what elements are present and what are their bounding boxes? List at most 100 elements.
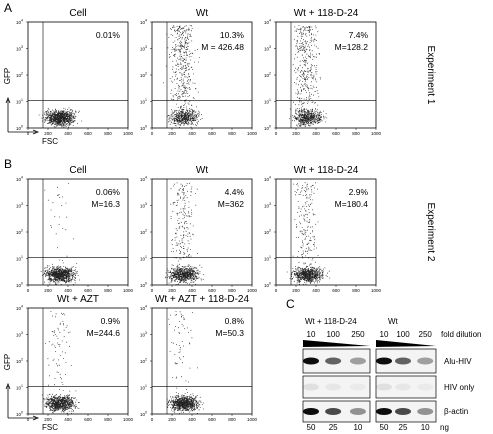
band-label: HIV only: [444, 383, 474, 392]
scatter-dots: [38, 107, 83, 128]
y-tick-label: 10: [140, 333, 146, 338]
y-tick-exp: 3: [21, 45, 23, 49]
row-label: Experiment 2: [425, 203, 436, 262]
y-tick-exp: 0: [21, 282, 23, 286]
plot-stat: 0.8%: [225, 316, 245, 326]
x-tick-label: 1000: [123, 131, 134, 136]
dilution-label: 250: [351, 330, 365, 339]
amount-unit: ng: [440, 423, 449, 432]
x-tick-label: 0: [151, 131, 154, 136]
x-axis-label: FSC: [42, 423, 58, 432]
gel-band: [395, 383, 411, 391]
x-tick-label: 600: [208, 417, 216, 422]
amount-label: 10: [353, 423, 362, 432]
y-tick-label: 10: [140, 100, 146, 105]
gel-group-label: Wt + 118-D-24: [305, 317, 357, 326]
x-tick-label: 200: [44, 131, 52, 136]
gel-band: [417, 357, 434, 365]
plot-stat: M=16.3: [91, 199, 120, 209]
x-tick-label: 200: [168, 417, 176, 422]
y-tick-label: 10: [140, 47, 146, 52]
plot-stat: 0.01%: [96, 30, 121, 40]
x-tick-label: 1000: [247, 417, 258, 422]
scatter-dots: [286, 182, 331, 285]
y-tick-exp: 3: [145, 202, 147, 206]
x-tick-label: 200: [44, 288, 52, 293]
y-tick-exp: 4: [21, 19, 23, 23]
y-tick-label: 10: [16, 177, 22, 182]
plot-title: Wt + AZT: [57, 294, 99, 305]
x-tick-label: 400: [64, 417, 72, 422]
x-tick-label: 800: [104, 288, 112, 293]
x-axis-label: FSC: [42, 137, 58, 146]
y-tick-exp: 4: [269, 19, 271, 23]
gel-band: [325, 408, 342, 415]
plot-title: Cell: [69, 165, 86, 176]
row-label: Experiment 1: [425, 46, 436, 105]
y-tick-label: 10: [264, 257, 270, 262]
amount-label: 25: [329, 423, 338, 432]
y-tick-label: 10: [264, 283, 270, 288]
plot-title: Cell: [69, 8, 86, 19]
y-tick-label: 10: [16, 283, 22, 288]
scatter-dots: [163, 25, 203, 128]
y-tick-exp: 0: [145, 125, 147, 129]
y-tick-label: 10: [140, 386, 146, 391]
y-tick-label: 10: [140, 126, 146, 131]
x-tick-label: 400: [64, 131, 72, 136]
amount-label: 10: [421, 423, 430, 432]
y-tick-exp: 0: [269, 125, 271, 129]
y-tick-label: 10: [140, 283, 146, 288]
plot-title: Wt + 118-D-24: [294, 165, 359, 176]
plot-stat: 4.4%: [225, 187, 245, 197]
y-axis-label: GFP: [3, 354, 12, 370]
gel-box: [302, 375, 371, 399]
x-tick-label: 800: [228, 131, 236, 136]
scatter-dots: [166, 311, 205, 414]
amount-label: 50: [307, 423, 316, 432]
y-tick-label: 10: [16, 333, 22, 338]
x-tick-label: 0: [27, 288, 30, 293]
y-tick-label: 10: [16, 20, 22, 25]
y-tick-label: 10: [140, 257, 146, 262]
scatter-dots: [41, 311, 80, 414]
dilution-wedge: [303, 340, 370, 347]
y-tick-label: 10: [16, 126, 22, 131]
y-tick-label: 10: [16, 386, 22, 391]
y-tick-exp: 4: [145, 305, 147, 309]
x-tick-label: 0: [275, 288, 278, 293]
gel-band: [395, 408, 411, 415]
dilution-label: 10: [307, 330, 316, 339]
x-tick-label: 200: [168, 288, 176, 293]
y-tick-exp: 4: [145, 176, 147, 180]
x-tick-label: 800: [352, 288, 360, 293]
y-tick-exp: 1: [145, 98, 147, 102]
plot-title: Wt: [196, 8, 208, 19]
y-tick-exp: 4: [21, 176, 23, 180]
gel-band: [376, 357, 392, 365]
y-tick-label: 10: [140, 359, 146, 364]
y-tick-label: 10: [16, 412, 22, 417]
y-tick-label: 10: [264, 230, 270, 235]
dilution-unit: fold dilution: [441, 330, 481, 339]
x-tick-label: 1000: [123, 417, 134, 422]
y-tick-exp: 3: [269, 202, 271, 206]
y-tick-label: 10: [16, 204, 22, 209]
y-tick-exp: 0: [145, 411, 147, 415]
y-tick-exp: 0: [145, 282, 147, 286]
y-tick-label: 10: [264, 100, 270, 105]
dilution-wedge: [376, 340, 436, 347]
plot-stat: M=180.4: [335, 199, 369, 209]
x-tick-label: 0: [151, 288, 154, 293]
y-tick-label: 10: [140, 177, 146, 182]
gel-box: [375, 375, 437, 399]
y-tick-exp: 3: [21, 202, 23, 206]
x-tick-label: 0: [275, 131, 278, 136]
plot-stat: M=362: [218, 199, 244, 209]
y-tick-exp: 4: [269, 176, 271, 180]
x-tick-label: 400: [188, 131, 196, 136]
y-axis-label: GFP: [3, 68, 12, 84]
x-tick-label: 400: [312, 288, 320, 293]
gel-band: [303, 357, 319, 365]
y-tick-exp: 3: [145, 331, 147, 335]
